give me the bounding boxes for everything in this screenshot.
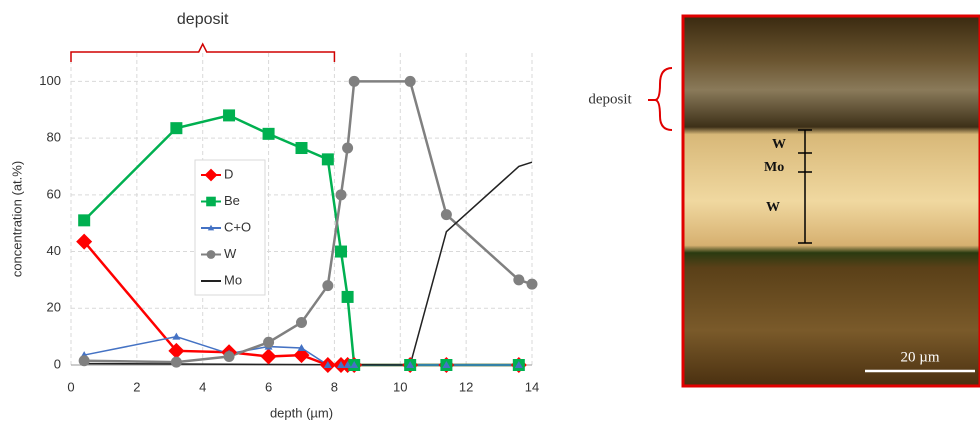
legend-label: W xyxy=(224,246,237,261)
layer-bar xyxy=(798,129,812,244)
data-point xyxy=(293,347,310,364)
x-tick-label: 10 xyxy=(393,379,407,394)
data-point xyxy=(170,122,183,135)
data-point xyxy=(262,127,275,140)
data-point xyxy=(514,361,523,368)
y-tick-label: 20 xyxy=(47,300,61,315)
y-tick-label: 80 xyxy=(47,130,61,145)
y-tick-label: 60 xyxy=(47,186,61,201)
x-tick-label: 6 xyxy=(265,379,272,394)
y-tick-label: 40 xyxy=(47,243,61,258)
data-point xyxy=(526,278,538,290)
x-tick-label: 0 xyxy=(67,379,74,394)
x-tick-label: 2 xyxy=(133,379,140,394)
micrograph xyxy=(681,14,980,388)
legend-label: Mo xyxy=(224,272,242,287)
data-point xyxy=(442,361,451,368)
data-point xyxy=(440,209,452,221)
data-point xyxy=(343,361,352,368)
data-point xyxy=(296,316,307,328)
data-point xyxy=(76,233,93,250)
legend-marker xyxy=(207,224,215,231)
data-point xyxy=(341,290,354,303)
data-point xyxy=(350,361,359,368)
y-axis-label: concentration (at.%) xyxy=(9,161,24,277)
series-line xyxy=(84,161,533,366)
legend-marker xyxy=(206,196,216,207)
legend-marker xyxy=(204,168,218,182)
scale-label: 20 µm xyxy=(900,349,939,365)
legend-label: Be xyxy=(224,193,240,208)
data-point xyxy=(335,245,348,258)
data-point xyxy=(297,343,306,351)
data-point xyxy=(337,361,346,368)
data-point xyxy=(348,75,360,87)
data-point xyxy=(223,109,236,122)
data-point xyxy=(322,280,334,292)
data-point xyxy=(170,356,182,368)
data-point xyxy=(513,274,525,286)
y-tick-label: 0 xyxy=(54,356,61,371)
x-tick-label: 4 xyxy=(199,379,206,394)
x-tick-label: 12 xyxy=(459,379,473,394)
data-point xyxy=(263,336,275,348)
data-point xyxy=(78,214,91,227)
data-point xyxy=(342,142,354,154)
legend-marker xyxy=(206,250,216,259)
data-point xyxy=(321,153,334,166)
data-point xyxy=(404,75,416,87)
deposit-bracket xyxy=(70,42,336,62)
x-tick-label: 14 xyxy=(525,379,539,394)
x-tick-label: 8 xyxy=(331,379,338,394)
y-tick-label: 100 xyxy=(39,73,61,88)
data-point xyxy=(172,332,181,340)
data-point xyxy=(335,189,347,201)
deposit-label: deposit xyxy=(588,91,632,107)
data-point xyxy=(78,355,90,367)
data-point xyxy=(406,361,415,368)
deposit-brace xyxy=(648,67,673,131)
legend-label: D xyxy=(224,166,233,181)
layer-label: W xyxy=(772,137,786,152)
annotation: deposit xyxy=(177,11,229,28)
layer-label: Mo xyxy=(764,160,784,175)
data-point xyxy=(168,342,185,359)
x-axis-label: depth (µm) xyxy=(270,405,333,420)
data-point xyxy=(295,142,308,155)
data-point xyxy=(223,350,235,362)
legend-label: C+O xyxy=(224,219,251,234)
data-point xyxy=(323,361,332,368)
layer-label: W xyxy=(766,200,780,215)
data-point xyxy=(260,348,277,365)
